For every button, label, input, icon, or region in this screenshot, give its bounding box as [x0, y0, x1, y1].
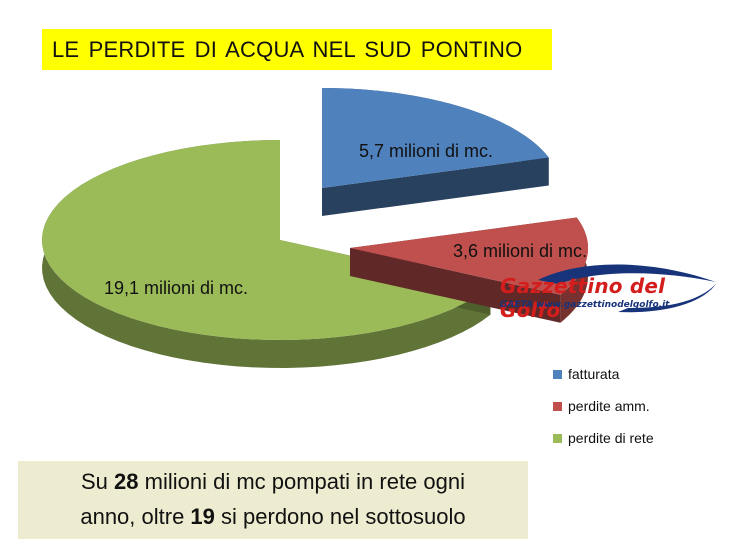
- pie-slice-top: [42, 140, 491, 340]
- legend-swatch: [553, 369, 562, 379]
- legend-label: fatturata: [568, 366, 620, 382]
- pie-slice-wall: [350, 248, 561, 323]
- slice-data-label: 19,1 milioni di mc.: [104, 278, 248, 298]
- page-title: LE PERDITE DI ACQUA NEL SUD PONTINO: [52, 36, 523, 62]
- watermark-subtitle: GAETA www.gazzettinodelgolfo.it: [500, 300, 669, 310]
- summary-loss: 19: [190, 504, 215, 529]
- summary-note: Su 28 milioni di mc pompati in rete ogni…: [18, 461, 528, 539]
- watermark-city: GAETA: [500, 300, 533, 310]
- legend-label: perdite amm.: [568, 398, 650, 414]
- pie-slice-fatturata: [322, 88, 549, 216]
- summary-line-2: anno, oltre 19 si perdono nel sottosuolo: [80, 504, 466, 529]
- legend-item-fatturata: fatturata: [553, 366, 619, 382]
- legend-item-perdite-di-rete: perdite di rete: [553, 430, 654, 446]
- pie-slice-perdite-amm-: [350, 217, 588, 323]
- watermark-url: www.gazzettinodelgolfo.it: [536, 300, 670, 310]
- legend-swatch: [553, 433, 562, 443]
- title-banner: LE PERDITE DI ACQUA NEL SUD PONTINO: [42, 29, 552, 70]
- legend-label: perdite di rete: [568, 430, 654, 446]
- legend-item-perdite-amm: perdite amm.: [553, 398, 650, 414]
- pie-slice-top: [322, 88, 549, 188]
- watermark-logo: Gazzettino del Golfo GAETA www.gazzettin…: [498, 262, 720, 322]
- pie-slice-wall: [322, 157, 549, 216]
- legend-swatch: [553, 401, 562, 411]
- slice-data-label: 3,6 milioni di mc.: [453, 241, 587, 261]
- summary-line-1: Su 28 milioni di mc pompati in rete ogni: [81, 469, 465, 494]
- summary-total: 28: [114, 469, 139, 494]
- swoosh-icon: [538, 264, 716, 313]
- pie-slice-top: [350, 217, 588, 295]
- slice-data-label: 5,7 milioni di mc.: [359, 141, 493, 161]
- watermark-title: Gazzettino del Golfo: [500, 274, 666, 322]
